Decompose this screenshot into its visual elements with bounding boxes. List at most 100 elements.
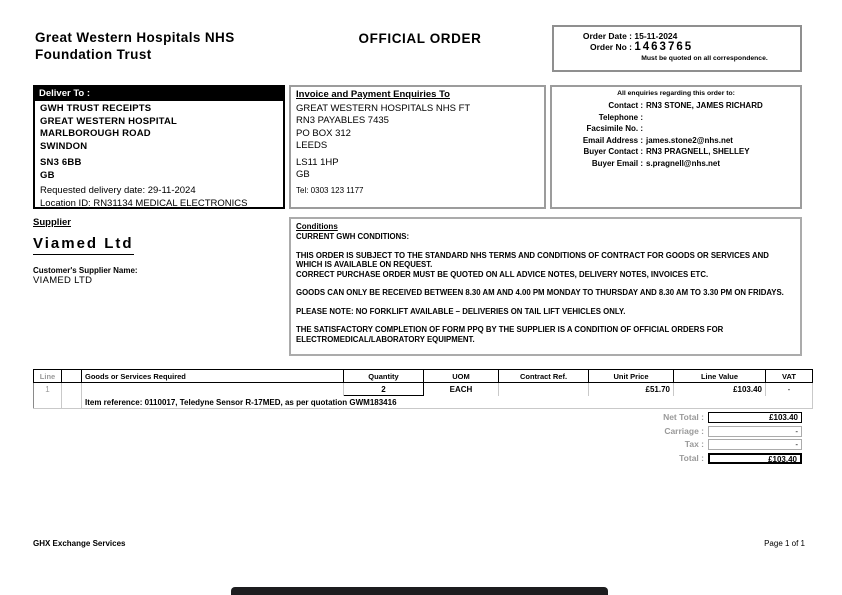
conditions-box: Conditions CURRENT GWH CONDITIONS: THIS … [289,217,802,356]
col-header-quantity: Quantity [343,369,424,383]
conditions-paragraph: GOODS CAN ONLY BE RECEIVED BETWEEN 8.30 … [296,288,784,297]
invoice-line: LEEDS [296,140,328,151]
total-label: Total : [679,452,704,463]
location-id: Location ID: RN31134 MEDICAL ELECTRONICS [40,197,248,209]
col-header-goods: Goods or Services Required [81,369,344,383]
buyer-contact-value: RN3 PRAGNELL, SHELLEY [646,147,750,156]
col-header-spacer [61,369,82,383]
invoice-line: RN3 PAYABLES 7435 [296,115,389,126]
tax-label: Tax : [684,439,704,449]
item-line-number: 1 [33,382,62,396]
tax-value: - [708,439,802,450]
org-name-line2: Foundation Trust [35,47,152,62]
invoice-line: GREAT WESTERN HOSPITALS NHS FT [296,102,471,114]
requested-delivery-date: Requested delivery date: 29-11-2024 [40,185,196,196]
supplier-heading: Supplier [33,217,72,228]
item-note-spacer [33,395,62,409]
customer-supplier-label: Customer's Supplier Name: [33,266,138,275]
customer-supplier-value: VIAMED LTD [33,275,93,286]
carriage-row: Carriage :- [628,425,808,438]
deliver-line: GREAT WESTERN HOSPITAL [40,115,178,127]
col-header-contract-ref: Contract Ref. [498,369,589,383]
correspondence-note: Must be quoted on all correspondence. [641,55,768,62]
item-vat: - [765,382,813,396]
conditions-paragraph: THIS ORDER IS SUBJECT TO THE STANDARD NH… [296,250,769,270]
invoice-enquiries-title: Invoice and Payment Enquiries To [296,89,450,100]
deliver-line: GWH TRUST RECEIPTS [40,103,152,114]
items-table: Line Goods or Services Required Quantity… [33,369,813,409]
deliver-line: SWINDON [40,140,88,152]
net-total-value: £103.40 [708,412,802,423]
item-line-value: £103.40 [673,382,766,396]
buyer-contact-row: Buyer Contact : RN3 PRAGNELL, SHELLEY [556,146,796,158]
net-total-row: Net Total : £103.40 [628,412,808,424]
invoice-postcode: LS11 1HP [296,156,339,168]
item-goods-cell [81,382,344,396]
col-header-vat: VAT [765,369,813,383]
email-value: james.stone2@nhs.net [646,135,733,145]
document-title: OFFICIAL ORDER [358,31,482,46]
contact-row: Contact : RN3 STONE, JAMES RICHARD [556,100,796,112]
supplier-name: Viamed Ltd [33,235,134,255]
deliver-postcode: SN3 6BB [40,157,82,168]
item-note-spacer [61,395,82,409]
net-total-label: Net Total : [663,412,704,422]
supplier-section: Supplier Viamed Ltd Customer's Supplier … [33,217,283,286]
order-date-row: Order Date : 15-11-2024 [554,31,800,42]
conditions-paragraph: CORRECT PURCHASE ORDER MUST BE QUOTED ON… [296,269,709,279]
footer-page-number: Page 1 of 1 [764,539,805,548]
total-value: £103.40 [708,452,802,464]
item-unit-price: £51.70 [588,382,674,396]
invoice-country: GB [296,169,310,180]
item-spacer-cell [61,382,82,396]
conditions-paragraph: CURRENT GWH CONDITIONS: [296,232,410,241]
facsimile-label: Facsimile No. : [586,124,643,133]
contact-value: RN3 STONE, JAMES RICHARD [646,101,763,110]
deliver-to-address: GWH TRUST RECEIPTS GREAT WESTERN HOSPITA… [35,101,283,212]
deliver-to-title: Deliver To : [35,87,283,101]
deliver-to-box: Deliver To : GWH TRUST RECEIPTS GREAT WE… [33,85,285,209]
invoice-enquiries-box: Invoice and Payment Enquiries To GREAT W… [289,85,546,209]
conditions-heading: Conditions [296,222,338,231]
email-label: Email Address : [582,135,643,145]
invoice-telephone: Tel: 0303 123 1177 [296,185,364,195]
telephone-label: Telephone : [598,112,643,122]
order-number-value: 1463765 [634,41,694,53]
order-enquiries-box: All enquiries regarding this order to: C… [550,85,802,209]
invoice-line: PO BOX 312 [296,127,351,139]
items-header-row: Line Goods or Services Required Quantity… [33,369,813,383]
telephone-row: Telephone : [556,112,796,124]
order-number-row: Order No : 1463765 [554,41,800,53]
org-name-line1: Great Western Hospitals NHS [35,30,235,45]
col-header-unit-price: Unit Price [588,369,674,383]
buyer-email-label: Buyer Email : [591,158,643,168]
totals-section: Net Total : £103.40 Carriage :- Tax :- To… [628,412,808,466]
tax-row: Tax :- [628,439,808,451]
item-contract-ref [498,382,589,396]
total-row: Total : £103.40 [628,452,808,465]
buyer-contact-label: Buyer Contact : [583,147,643,156]
org-name: Great Western Hospitals NHS Foundation T… [35,29,235,63]
item-quantity: 2 [343,382,424,396]
order-number-label: Order No : [589,42,632,52]
col-header-line-value: Line Value [673,369,766,383]
order-date-label: Order Date : [582,31,632,41]
item-reference-note: Item reference: 0110017, Teledyne Sensor… [81,395,813,409]
carriage-value: - [708,425,802,437]
item-note-row: Item reference: 0110017, Teledyne Sensor… [33,395,813,409]
carriage-label: Carriage : [664,425,704,436]
facsimile-row: Facsimile No. : [556,123,796,135]
conditions-paragraph: THE SATISFACTORY COMPLETION OF FORM PPQ … [296,325,724,344]
buyer-email-row: Buyer Email : s.pragnell@nhs.net [556,158,796,170]
contact-label: Contact : [608,101,643,110]
deliver-line: MARLBOROUGH ROAD [40,128,151,139]
conditions-paragraph: PLEASE NOTE: NO FORKLIFT AVAILABLE – DEL… [296,306,626,316]
bottom-dock-bar [231,587,608,595]
footer-service-name: GHX Exchange Services [33,539,126,548]
order-date-value: 15-11-2024 [634,31,678,41]
col-header-line: Line [33,369,62,383]
email-row: Email Address : james.stone2@nhs.net [556,135,796,147]
enquiries-title: All enquiries regarding this order to: [617,90,735,97]
item-uom: EACH [423,382,499,396]
